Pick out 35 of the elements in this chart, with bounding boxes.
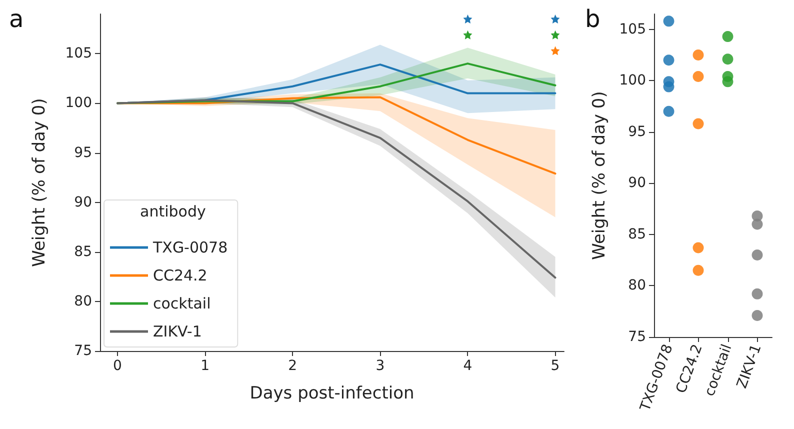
point xyxy=(550,30,560,40)
y-tick-label: 75 xyxy=(74,343,92,359)
y-tick-label: 90 xyxy=(628,175,646,192)
y-tick-label: 100 xyxy=(619,72,646,89)
y-tick-label: 85 xyxy=(628,226,646,242)
y-tick-label: 105 xyxy=(619,21,646,38)
legend-label: TXG-0078 xyxy=(152,238,228,256)
y-axis-title: Weight (% of day 0) xyxy=(590,91,610,260)
y-tick-label: 85 xyxy=(74,244,92,260)
y-tick-label: 90 xyxy=(74,194,92,210)
y-tick-label: 105 xyxy=(65,46,92,62)
legend-label: cocktail xyxy=(153,294,211,312)
x-tick-label: 2 xyxy=(288,358,298,374)
y-tick-label: 100 xyxy=(65,95,92,112)
y-axis-title: Weight (% of day 0) xyxy=(30,98,50,267)
x-tick-label: 0 xyxy=(113,358,122,374)
point xyxy=(463,14,472,24)
y-tick-label: 75 xyxy=(628,329,646,345)
legend-title: antibody xyxy=(140,202,206,220)
x-tick-label: 4 xyxy=(463,358,472,374)
y-tick-label: 95 xyxy=(628,124,646,140)
x-axis-title: Days post-infection xyxy=(250,384,414,404)
x-tick-label: 5 xyxy=(550,358,560,374)
legend-label: ZIKV-1 xyxy=(153,322,202,340)
y-tick-label: 95 xyxy=(74,144,92,161)
x-tick-label: 1 xyxy=(200,358,210,374)
point xyxy=(550,46,560,56)
chart-title: b xyxy=(585,5,600,33)
chart-title: a xyxy=(9,5,24,33)
legend-label: CC24.2 xyxy=(153,266,208,284)
point xyxy=(550,14,560,24)
point xyxy=(463,30,472,40)
y-tick-label: 80 xyxy=(74,293,92,310)
x-tick-label: 3 xyxy=(376,358,385,374)
y-tick-label: 80 xyxy=(628,278,646,294)
